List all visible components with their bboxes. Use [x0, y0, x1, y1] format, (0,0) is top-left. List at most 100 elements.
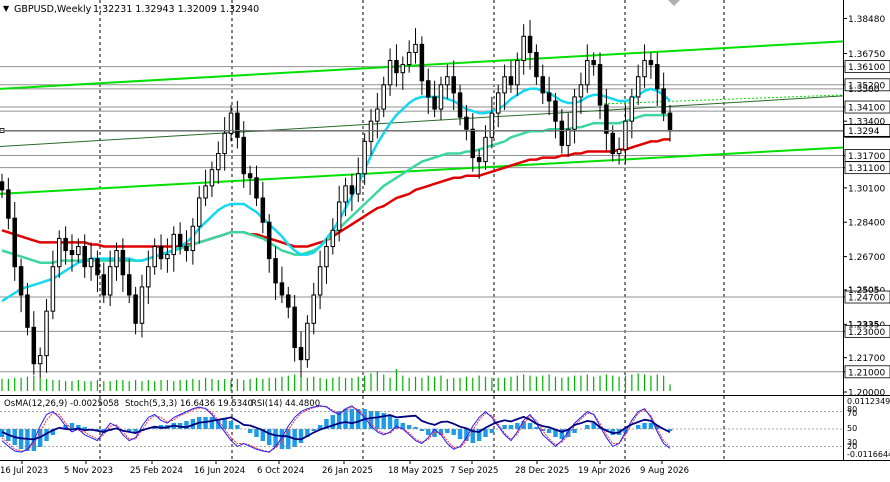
price-tick-label: 1.26700: [848, 253, 885, 263]
candle-body: [387, 60, 393, 86]
price-partial-label: 1.2335: [848, 320, 880, 330]
candle-body: [400, 64, 406, 74]
candle-body: [12, 217, 17, 268]
candle-body: [158, 245, 164, 260]
time-tick-label: 19 Apr 2026: [578, 466, 631, 476]
candle-body: [241, 136, 247, 175]
candle-body: [101, 274, 107, 296]
candle-body: [76, 245, 81, 256]
price-tick-label: 1.31700: [848, 152, 885, 162]
candle-body: [260, 197, 266, 223]
symbol-dropdown-icon[interactable]: ▼: [3, 4, 10, 13]
candle-body: [565, 128, 571, 146]
price-level-box: [844, 60, 890, 74]
candle-body: [203, 185, 208, 199]
candle-body: [95, 258, 100, 276]
time-tick-label: 28 Dec 2025: [515, 466, 569, 476]
candle-body: [57, 237, 62, 268]
candle-body: [82, 245, 87, 268]
chart-shift-marker-icon[interactable]: [668, 0, 680, 6]
price-level-box: [844, 324, 890, 338]
ma-red-line: [1, 138, 670, 248]
candle-body: [457, 92, 463, 118]
candle-body: [661, 88, 666, 114]
candle-body: [31, 326, 37, 365]
candle-body: [578, 84, 584, 98]
candle-body: [63, 237, 68, 252]
candle-body: [133, 294, 138, 324]
candle-body: [375, 108, 380, 122]
current-price-box: [843, 123, 890, 137]
candle-body: [292, 306, 297, 349]
candle-body: [604, 104, 609, 134]
candle-body: [540, 76, 546, 94]
price-tick-label: 1.35200: [848, 81, 885, 91]
price-axis: 1.38480 1.36750 1.36100 1.35200 1.34100 1.334…: [0, 15, 890, 399]
candle-body: [216, 153, 221, 171]
candle-body: [273, 258, 278, 284]
candle-body: [667, 112, 673, 131]
candle-body: [324, 245, 329, 268]
candle-body: [585, 60, 590, 86]
vertical-grid: [99, 0, 725, 460]
price-level-box: [844, 100, 890, 114]
time-tick-label: 25 Feb 2024: [130, 466, 183, 476]
candle-body: [546, 92, 552, 102]
candle-body: [107, 266, 113, 296]
candle-body: [470, 128, 476, 159]
candle-body: [527, 35, 533, 53]
candle-body: [254, 177, 259, 199]
indicator-level-mark: 20: [847, 442, 857, 451]
price-level-box: [844, 290, 890, 304]
stoch-main-line: [1, 405, 671, 453]
candle-body: [610, 132, 615, 155]
indicator-level-mark: 80: [847, 405, 857, 414]
price-tick-label: 1.33400: [848, 118, 885, 128]
candle-body: [88, 258, 94, 268]
price-tick-label: 1.28400: [848, 219, 885, 229]
chart-ohlc-values: 1.32231 1.32943 1.32009 1.32940: [93, 4, 259, 15]
price-tick-label: 1.21000: [848, 368, 885, 378]
price-tick-label: 1.34100: [848, 104, 885, 114]
price-partial-label: 1.2505: [848, 286, 880, 296]
candle-body: [343, 185, 348, 203]
candle-body: [18, 266, 24, 296]
candle-body: [451, 76, 456, 94]
candle-body: [425, 80, 431, 98]
volume-bars: [1, 369, 671, 391]
time-tick-label: 7 Sep 2025: [450, 466, 498, 476]
candle-body: [336, 201, 342, 231]
candle-body: [286, 294, 291, 308]
price-tick-label: 1.31100: [848, 164, 885, 174]
candle-body: [635, 76, 641, 98]
trend-line: [0, 95, 844, 147]
price-tick-label: 1.36750: [848, 50, 885, 60]
ma-cyan-line: [1, 87, 671, 303]
candle-body: [6, 189, 11, 219]
indicator-scale-label: 70: [847, 409, 857, 418]
candle-body: [445, 76, 450, 86]
candle-body: [177, 233, 183, 247]
indicator-panel: 0.0112349 70 30 -0.0116644 80 50 20: [0, 397, 890, 459]
indicator-scale-label: 30: [847, 438, 857, 447]
price-tick-label: 1.38480: [848, 15, 885, 25]
price-level-box: [844, 161, 890, 175]
candle-body: [37, 355, 43, 365]
candle-body: [228, 112, 234, 134]
candle-body: [432, 96, 437, 110]
indicator-scale-label: -0.0116644: [847, 450, 890, 459]
candle-body: [381, 84, 386, 110]
candle-body: [25, 294, 30, 328]
candle-body: [495, 92, 501, 114]
candle-body: [502, 76, 507, 94]
price-tick-label: 1.20000: [848, 389, 885, 399]
candle-body: [305, 322, 310, 361]
candle-body: [247, 173, 253, 179]
candle-body: [330, 229, 336, 247]
time-tick-label: 18 May 2025: [388, 466, 443, 476]
indicator-scale-label: 0.0112349: [847, 397, 890, 406]
candle-body: [534, 51, 539, 78]
price-level-box: [844, 365, 890, 379]
price-candles: [0, 20, 673, 378]
